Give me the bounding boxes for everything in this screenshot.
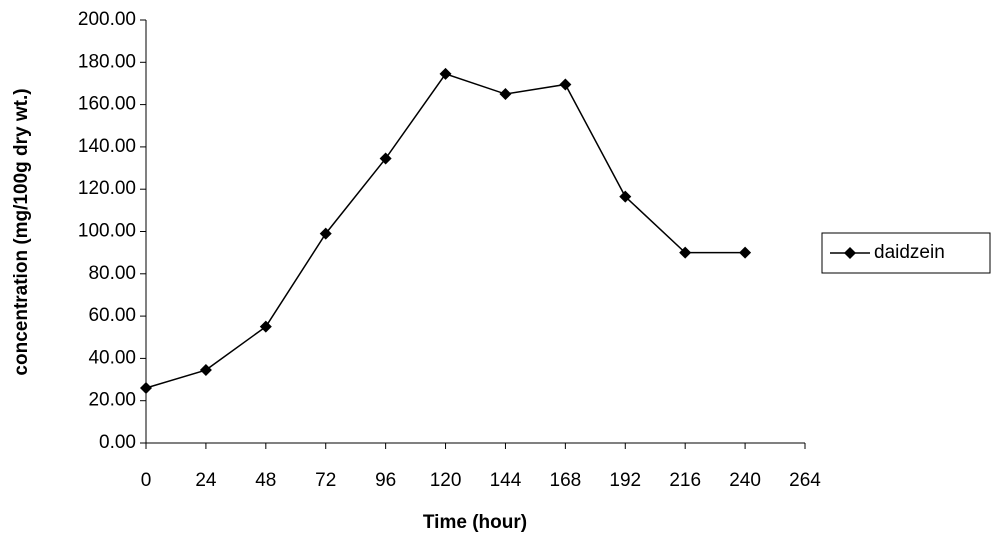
- y-axis-label: concentration (mg/100g dry wt.): [11, 88, 32, 375]
- chart: Time (hour) concentration (mg/100g dry w…: [0, 0, 991, 541]
- x-tick-label: 168: [550, 470, 582, 491]
- y-tick-label: 100.00: [78, 221, 136, 242]
- data-point: [739, 247, 751, 259]
- y-tick-label: 80.00: [88, 263, 136, 284]
- y-tick-label: 140.00: [78, 136, 136, 157]
- y-tick-label: 20.00: [88, 390, 136, 411]
- x-tick-label: 264: [789, 470, 821, 491]
- legend-label: daidzein: [874, 242, 945, 263]
- y-tick-label: 40.00: [88, 347, 136, 368]
- data-point: [440, 68, 452, 80]
- x-tick-label: 0: [141, 470, 152, 491]
- y-tick-label: 180.00: [78, 51, 136, 72]
- y-tick-label: 60.00: [88, 305, 136, 326]
- data-point: [140, 382, 152, 394]
- x-tick-label: 216: [669, 470, 701, 491]
- x-tick-label: 72: [315, 470, 336, 491]
- x-tick-label: 240: [729, 470, 761, 491]
- data-point: [200, 364, 212, 376]
- x-tick-label: 144: [490, 470, 522, 491]
- x-tick-label: 120: [430, 470, 462, 491]
- data-point: [499, 88, 511, 100]
- x-tick-label: 48: [255, 470, 276, 491]
- x-tick-label: 192: [609, 470, 641, 491]
- x-tick-label: 24: [195, 470, 217, 491]
- y-tick-label: 120.00: [78, 178, 136, 199]
- y-tick-label: 0.00: [99, 432, 136, 453]
- data-point: [559, 79, 571, 91]
- y-tick-label: 160.00: [78, 94, 136, 115]
- series-line: [146, 74, 745, 388]
- data-point: [260, 321, 272, 333]
- x-axis-label: Time (hour): [423, 512, 527, 533]
- x-tick-label: 96: [375, 470, 396, 491]
- y-tick-label: 200.00: [78, 9, 136, 30]
